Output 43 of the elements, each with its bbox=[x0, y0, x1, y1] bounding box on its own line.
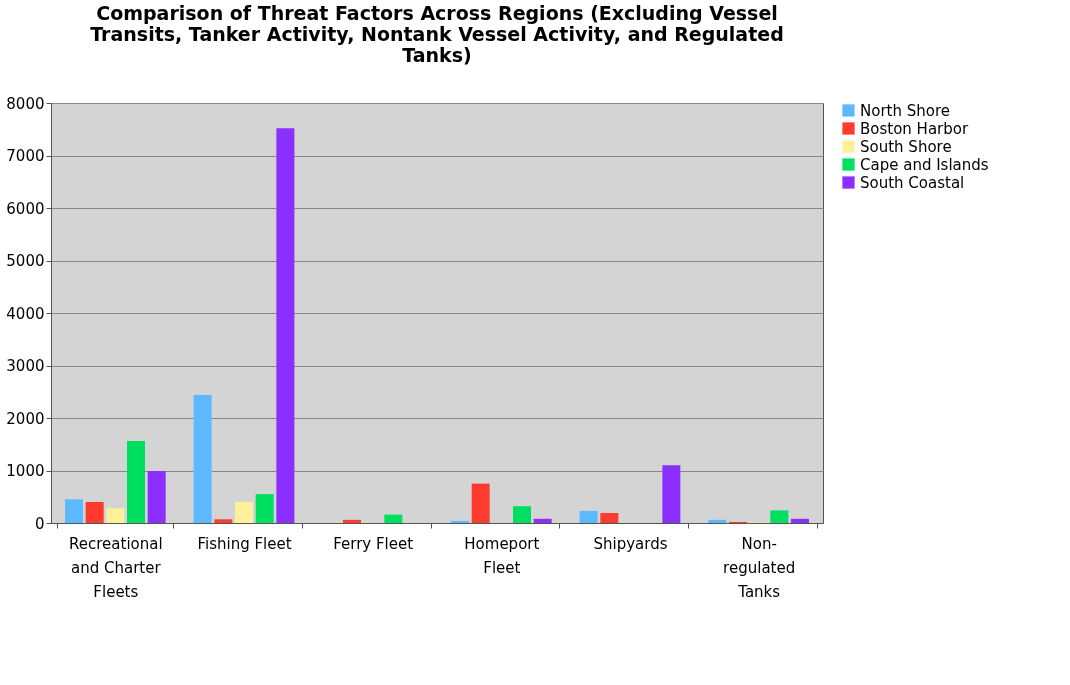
y-tick-label: 5000 bbox=[6, 252, 45, 270]
bar bbox=[235, 502, 253, 523]
bar bbox=[384, 514, 403, 523]
bar bbox=[770, 510, 789, 523]
bar bbox=[193, 394, 212, 523]
y-tick-label: 4000 bbox=[6, 304, 45, 323]
x-tick-label: Shipyards bbox=[593, 534, 668, 553]
y-tick-label: 6000 bbox=[6, 199, 45, 218]
bar bbox=[342, 519, 361, 523]
bar bbox=[127, 441, 146, 523]
bar bbox=[579, 510, 598, 523]
legend-label: Boston Harbor bbox=[860, 119, 969, 138]
legend-label: Cape and Islands bbox=[860, 155, 989, 174]
bar bbox=[106, 508, 125, 523]
y-tick-label: 3000 bbox=[6, 357, 45, 375]
x-tick-label: Homeport Fleet bbox=[464, 534, 540, 577]
bar bbox=[600, 513, 619, 523]
bar bbox=[214, 519, 233, 523]
x-tick-label: Non-regulated Tanks bbox=[723, 534, 796, 601]
legend-label: South Coastal bbox=[860, 173, 965, 192]
x-tick-label: Recreational and Charter Fleets bbox=[69, 534, 163, 601]
bar bbox=[450, 520, 469, 523]
bar bbox=[147, 471, 166, 523]
y-tick-label: 7000 bbox=[6, 147, 45, 165]
bar bbox=[85, 502, 104, 523]
y-tick-label: 8000 bbox=[6, 94, 45, 113]
bar bbox=[708, 519, 727, 523]
x-tick-label: Fishing Fleet bbox=[197, 534, 292, 553]
y-tick-label: 0 bbox=[34, 514, 45, 533]
bar bbox=[791, 518, 810, 523]
legend-label: North Shore bbox=[860, 101, 950, 120]
bar bbox=[471, 483, 490, 523]
bar bbox=[662, 465, 681, 523]
bar bbox=[533, 518, 552, 523]
bar bbox=[513, 506, 532, 523]
chart-title: Comparison of Threat Factors Across Regions (Excluding Vessel Transits, Tanker Activity, Nontank Vessel Activity, and Regulated Tanks) bbox=[90, 2, 784, 66]
y-tick-label: 2000 bbox=[6, 409, 45, 428]
bar bbox=[255, 494, 274, 523]
bar bbox=[64, 499, 83, 523]
legend-label: South Shore bbox=[860, 137, 952, 156]
bar bbox=[276, 128, 295, 523]
y-tick-label: 1000 bbox=[6, 462, 45, 480]
x-tick-label: Ferry Fleet bbox=[333, 534, 414, 553]
